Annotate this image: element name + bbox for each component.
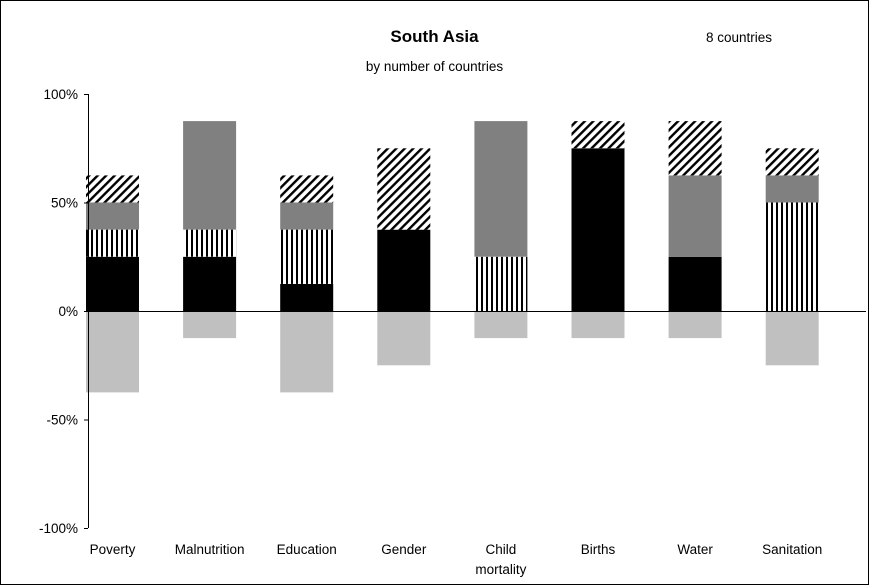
y-tick-label: 50% <box>51 196 78 211</box>
bar-segment-vertical-stripes-5 <box>474 256 528 312</box>
chart-title: South Asia <box>390 27 479 46</box>
bar-segment-solid-dark-gray-3 <box>280 202 334 230</box>
bar-segment-solid-light-gray-6 <box>571 311 625 339</box>
bar-segment-solid-dark-gray-1 <box>86 202 139 230</box>
bar-segment-solid-light-gray-3 <box>280 311 334 393</box>
bar-segment-solid-light-gray-7 <box>668 311 722 339</box>
bar-segment-solid-black-2 <box>183 256 237 312</box>
bar-segment-solid-light-gray-4 <box>377 311 431 366</box>
bar-segment-solid-dark-gray-7 <box>668 175 722 257</box>
bar-segment-solid-black-7 <box>668 256 722 312</box>
bar-segment-solid-black-4 <box>377 229 431 311</box>
bar-segment-diagonal-hatch-3 <box>280 175 334 203</box>
x-tick-label: Poverty <box>90 542 136 557</box>
bar-segment-solid-light-gray-5 <box>474 311 528 339</box>
y-tick-label: -50% <box>46 413 78 428</box>
bar-segment-diagonal-hatch-7 <box>668 121 722 176</box>
bar-segment-solid-dark-gray-5 <box>474 121 528 257</box>
y-tick-label: 100% <box>43 87 78 102</box>
x-tick-label: Education <box>277 542 337 557</box>
bar-segment-diagonal-hatch-8 <box>765 148 819 176</box>
bar-segment-solid-light-gray-1 <box>86 311 139 393</box>
chart-subtitle: by number of countries <box>365 59 504 74</box>
y-tick-label: -100% <box>39 521 78 536</box>
bar-segment-diagonal-hatch-6 <box>571 121 625 149</box>
country-count-note: 8 countries <box>706 30 773 45</box>
bar-segment-solid-black-3 <box>280 283 334 311</box>
x-tick-label: Malnutrition <box>175 542 245 557</box>
bar-segment-vertical-stripes-2 <box>183 229 237 257</box>
x-tick-label: Births <box>581 542 616 557</box>
x-tick-label: Sanitation <box>762 542 822 557</box>
bar-segment-solid-dark-gray-2 <box>183 121 237 230</box>
bar-segment-diagonal-hatch-4 <box>377 148 431 230</box>
bar-segment-solid-light-gray-2 <box>183 311 237 339</box>
bar-segment-solid-black-1 <box>86 256 139 312</box>
bar-segment-vertical-stripes-8 <box>765 202 819 311</box>
y-tick-label: 0% <box>58 304 78 319</box>
bar-segment-solid-dark-gray-8 <box>765 175 819 203</box>
bar-segment-vertical-stripes-3 <box>280 229 334 284</box>
bar-segment-diagonal-hatch-1 <box>86 175 139 203</box>
x-tick-label: Water <box>677 542 713 557</box>
bar-segment-vertical-stripes-1 <box>86 229 139 257</box>
x-tick-label: Gender <box>381 542 427 557</box>
bar-segment-solid-light-gray-8 <box>765 311 819 366</box>
x-tick-label: Child mortality <box>475 542 526 577</box>
bar-segment-solid-black-6 <box>571 148 625 312</box>
